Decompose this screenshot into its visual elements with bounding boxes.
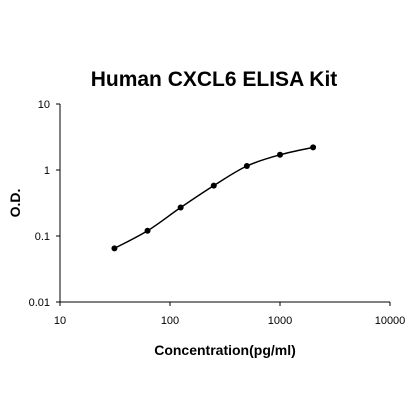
data-point: [111, 245, 118, 252]
y-tick-label: 1: [44, 165, 50, 177]
y-tick-label: 10: [38, 99, 50, 111]
x-tick-label: 10: [54, 315, 66, 327]
x-tick-label: 1000: [268, 315, 292, 327]
y-tick-label: 0.01: [29, 297, 50, 309]
data-point: [144, 227, 151, 234]
x-tick-label: 10000: [375, 315, 406, 327]
data-point: [210, 182, 217, 189]
chart-title: Human CXCL6 ELISA Kit: [91, 68, 338, 91]
x-tick-label: 100: [161, 315, 179, 327]
data-point: [177, 204, 184, 211]
data-point: [310, 144, 317, 151]
data-point: [277, 151, 283, 158]
x-axis-label: Concentration(pg/ml): [154, 342, 296, 358]
data-point: [243, 162, 250, 169]
y-axis-label: O.D.: [7, 189, 23, 218]
fit-curve: [114, 146, 314, 250]
y-tick-label: 0.1: [35, 231, 50, 243]
